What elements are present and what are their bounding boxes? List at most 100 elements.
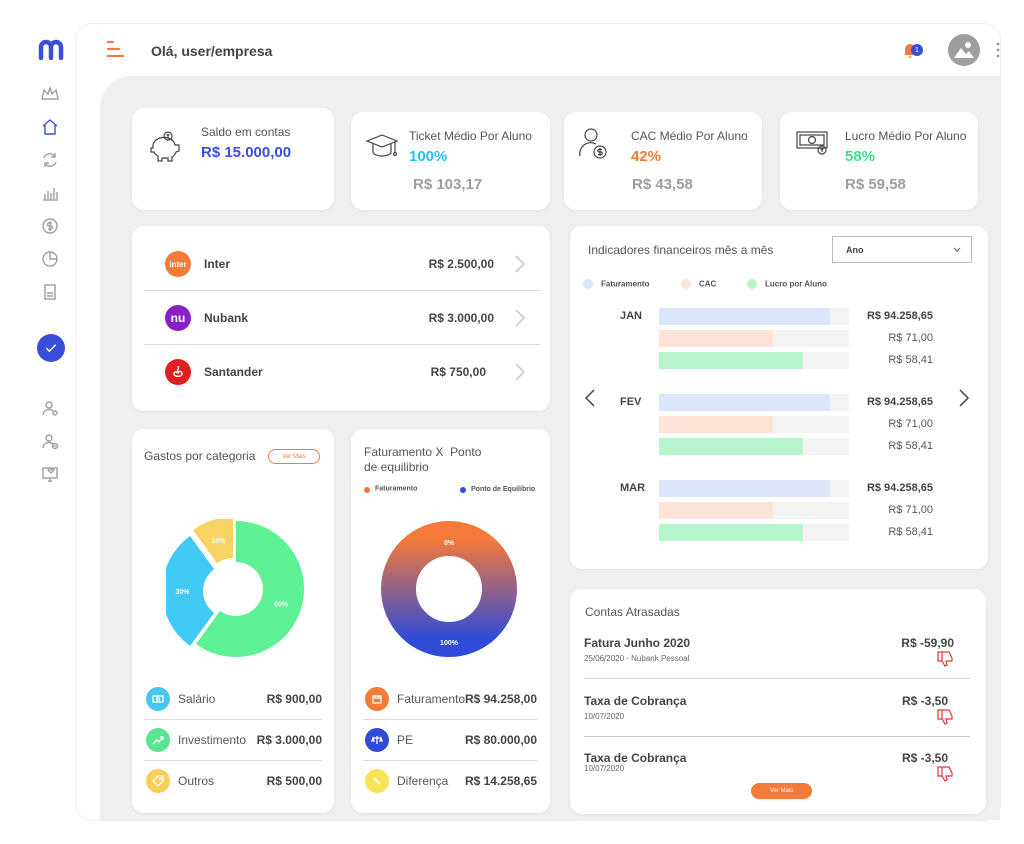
pie-chart-icon[interactable] xyxy=(38,247,62,271)
indicadores-legend: Faturamento CAC Lucro por Aluno xyxy=(583,275,883,289)
sidebar xyxy=(0,0,100,844)
gastos-ver-mais-button[interactable]: Ver Mais xyxy=(268,449,320,464)
bank-amount: R$ 2.500,00 xyxy=(428,257,494,271)
bar-faturamento xyxy=(659,480,830,497)
bank-amount: R$ 750,00 xyxy=(430,365,486,379)
category-row-salario[interactable]: Salário R$ 900,00 xyxy=(144,679,322,720)
chevron-right-icon[interactable] xyxy=(514,254,526,274)
menu-icon[interactable] xyxy=(106,40,125,58)
graduation-cap-icon xyxy=(365,132,399,160)
kpi-cac-value: R$ 43,58 xyxy=(632,176,693,193)
legend-item-faturamento: Faturamento xyxy=(364,486,417,493)
chevron-down-icon xyxy=(953,247,961,252)
category-name: Salário xyxy=(178,692,216,706)
bank-row-inter[interactable]: inter Inter R$ 2.500,00 xyxy=(144,238,540,291)
legend-item-lucro: Lucro por Aluno xyxy=(747,275,827,293)
cash-icon xyxy=(796,130,830,156)
scale-icon xyxy=(365,728,389,752)
slice-label-1: 30% xyxy=(175,589,190,596)
fat-row-diferenca[interactable]: Diferença R$ 14.258,65 xyxy=(363,761,537,802)
period-select[interactable]: Ano xyxy=(832,236,972,263)
app-logo[interactable] xyxy=(38,38,64,61)
legend-dot xyxy=(364,486,370,493)
late-item-title: Taxa de Cobrança xyxy=(584,751,687,765)
late-item-sub: 10/07/2020 xyxy=(584,764,625,773)
contas-ver-mais-button[interactable]: Ver Mais xyxy=(751,783,812,799)
fat-row-amount: R$ 80.000,00 xyxy=(464,733,537,747)
inter-logo: inter xyxy=(165,251,191,277)
user-money-icon xyxy=(578,126,610,162)
faturamento-card: Faturamento X Ponto de equilibrio Fatura… xyxy=(351,429,550,813)
user-settings-icon[interactable] xyxy=(38,396,62,420)
document-icon[interactable] xyxy=(38,280,62,304)
fat-row-faturamento[interactable]: Faturamento R$ 94.258,00 xyxy=(363,679,537,720)
kpi-lucro-value: R$ 59,58 xyxy=(845,176,906,193)
bank-name: Inter xyxy=(204,257,231,271)
bar-value-label: R$ 58,41 xyxy=(888,440,933,452)
bar-value-label: R$ 58,41 xyxy=(888,526,933,538)
late-item-title: Fatura Junho 2020 xyxy=(584,636,691,650)
bar-cac xyxy=(659,330,773,347)
user-remove-icon[interactable] xyxy=(38,429,62,453)
legend-label: Faturamento xyxy=(601,279,650,289)
refresh-icon[interactable] xyxy=(38,148,62,172)
diff-icon xyxy=(365,769,389,793)
chevron-right-icon[interactable] xyxy=(514,362,526,382)
bar-track xyxy=(659,480,849,497)
category-amount: R$ 3.000,00 xyxy=(256,733,322,747)
kpi-saldo-card: Saldo em contas R$ 15.000,00 xyxy=(132,108,334,210)
fat-row-pe[interactable]: PE R$ 80.000,00 xyxy=(363,720,537,761)
donut-slice-1 xyxy=(166,535,215,647)
chevron-right-icon[interactable] xyxy=(514,308,526,328)
late-item-amount: R$ -59,90 xyxy=(901,636,954,650)
legend-item-pe: Ponto de Equilibrio xyxy=(460,486,535,493)
thumbs-down-icon[interactable] xyxy=(936,765,954,783)
fat-row-name: Diferença xyxy=(397,774,449,788)
legend-dot xyxy=(747,278,757,289)
bar-track xyxy=(659,416,849,433)
santander-logo xyxy=(165,359,191,385)
thumbs-down-icon[interactable] xyxy=(936,650,954,668)
bar-track xyxy=(659,394,849,411)
home-icon[interactable] xyxy=(38,115,62,139)
monitor-heart-icon[interactable] xyxy=(38,462,62,486)
more-menu-icon[interactable] xyxy=(996,42,1000,58)
thumbs-down-icon[interactable] xyxy=(936,708,954,726)
contas-title: Contas Atrasadas xyxy=(585,605,680,619)
money-cycle-icon[interactable] xyxy=(38,214,62,238)
chevron-left-icon[interactable] xyxy=(584,388,596,408)
late-item[interactable]: Fatura Junho 2020 25/06/2020 - Nubank Pe… xyxy=(584,636,970,679)
slice-label-0: 0% xyxy=(444,540,455,547)
category-row-outros[interactable]: Outros R$ 500,00 xyxy=(144,761,322,802)
late-item-sub: 10/07/2020 xyxy=(584,712,625,721)
bar-chart-icon[interactable] xyxy=(38,181,62,205)
nubank-logo: nu xyxy=(165,305,191,331)
bank-row-nubank[interactable]: nu Nubank R$ 3.000,00 xyxy=(144,292,540,345)
late-item[interactable]: Taxa de Cobrança 10/07/2020 R$ -3,50 xyxy=(584,751,970,791)
check-circle-icon[interactable] xyxy=(37,334,65,362)
greeting: Olá, user/empresa xyxy=(151,43,273,59)
chevron-right-icon[interactable] xyxy=(958,388,970,408)
piggy-bank-icon xyxy=(147,130,183,164)
category-row-investimento[interactable]: Investimento R$ 3.000,00 xyxy=(144,720,322,761)
category-amount: R$ 500,00 xyxy=(266,774,322,788)
kpi-ticket-value: R$ 103,17 xyxy=(413,176,483,193)
slice-label-2: 10% xyxy=(211,538,226,545)
fat-row-amount: R$ 94.258,00 xyxy=(464,692,537,706)
tag-icon xyxy=(146,769,170,793)
legend-item-cac: CAC xyxy=(681,275,716,293)
crown-icon[interactable] xyxy=(38,82,62,106)
contas-card: Contas Atrasadas Fatura Junho 2020 25/06… xyxy=(570,589,986,814)
late-item[interactable]: Taxa de Cobrança 10/07/2020 R$ -3,50 xyxy=(584,694,970,737)
legend-label: Faturamento xyxy=(375,486,418,493)
bar-track xyxy=(659,352,849,369)
bank-row-santander[interactable]: Santander R$ 750,00 xyxy=(144,346,540,399)
late-item-title: Taxa de Cobrança xyxy=(584,694,687,708)
bar-track xyxy=(659,308,849,325)
banks-card: inter Inter R$ 2.500,00 nu Nubank R$ 3.0… xyxy=(132,226,550,411)
bar-track xyxy=(659,438,849,455)
bar-value-label: R$ 94.258,65 xyxy=(866,310,933,322)
avatar[interactable] xyxy=(948,34,980,66)
divider xyxy=(584,678,970,679)
bar-value-label: R$ 71,00 xyxy=(888,332,933,344)
